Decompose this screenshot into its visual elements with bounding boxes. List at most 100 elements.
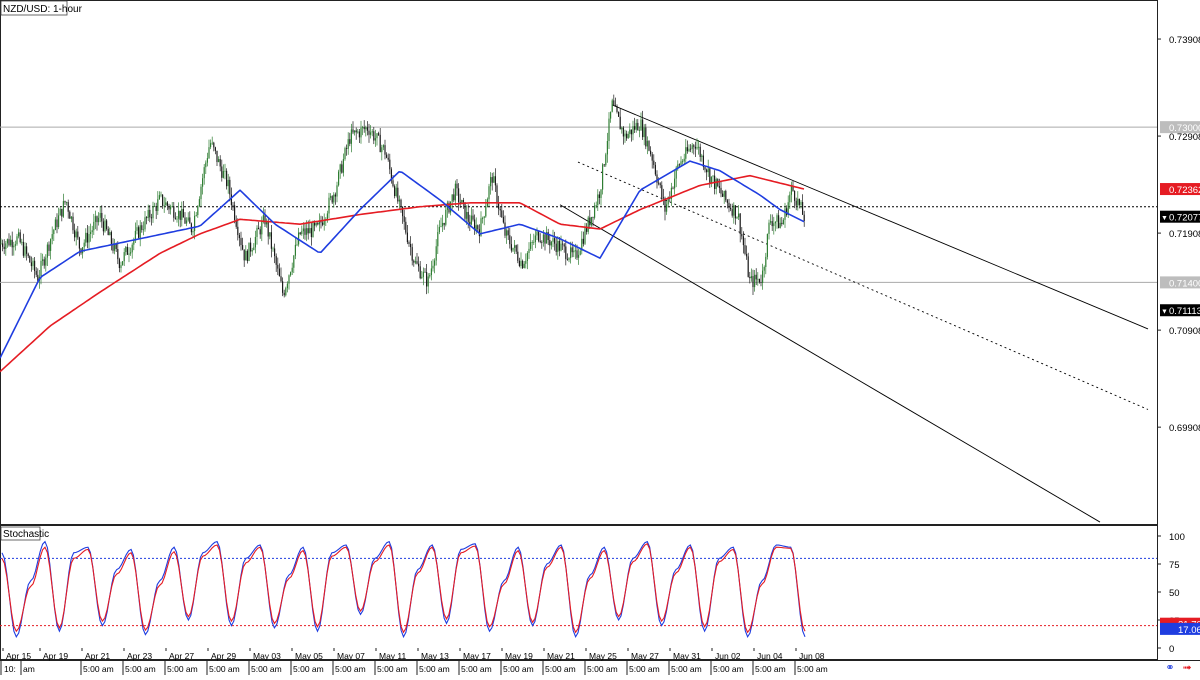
candle-bull xyxy=(733,205,735,216)
candle-bull xyxy=(362,127,364,128)
x-time-label: 5:00 am xyxy=(587,664,618,674)
candle-bull xyxy=(62,201,64,217)
candle-bull xyxy=(595,205,597,207)
candle-bear xyxy=(419,266,421,279)
candle-bull xyxy=(435,246,437,261)
candle-bear xyxy=(686,147,688,152)
candle-bull xyxy=(24,246,26,256)
candle-bull xyxy=(58,215,60,228)
candle-bear xyxy=(795,200,797,206)
candle-bear xyxy=(221,166,223,178)
candle-bear xyxy=(702,155,704,168)
candle-bull xyxy=(133,239,135,245)
candle-bull xyxy=(546,232,548,244)
candle-bear xyxy=(752,276,754,288)
indicator-y-tick-label: 75 xyxy=(1169,560,1180,571)
candle-bull xyxy=(224,170,226,172)
candle-bear xyxy=(72,216,74,231)
x-time-label: 5:00 am xyxy=(755,664,786,674)
link-icon[interactable]: ⚭ xyxy=(1165,661,1175,674)
candle-bear xyxy=(477,225,479,230)
candle-bear xyxy=(74,230,76,238)
candle-bear xyxy=(232,205,234,206)
candle-bear xyxy=(349,139,351,144)
candle-bull xyxy=(176,218,178,220)
candle-bull xyxy=(606,141,608,155)
candle-bull xyxy=(170,206,172,210)
candle-bull xyxy=(251,250,253,252)
x-time-label: 5:00 am xyxy=(545,664,576,674)
candle-bull xyxy=(782,219,784,225)
candle-bull xyxy=(568,258,570,260)
candle-bull xyxy=(203,167,205,179)
descending-channel-line xyxy=(611,104,1149,330)
candle-bear xyxy=(464,202,466,219)
candle-bull xyxy=(570,247,572,259)
candle-bull xyxy=(157,199,159,212)
candle-bear xyxy=(117,249,119,260)
candle-bull xyxy=(776,215,778,222)
y-tick-label: 0.70908 xyxy=(1169,326,1200,337)
stochastic-value-text: 17.06 xyxy=(1178,625,1200,636)
price-label-level xyxy=(1160,276,1200,289)
candle-bull xyxy=(710,176,712,183)
candle-bear xyxy=(138,227,140,238)
candle-bull xyxy=(381,147,383,153)
candle-bear xyxy=(27,253,29,257)
candle-bull xyxy=(485,207,487,217)
x-date-label: May 03 xyxy=(253,651,281,661)
candle-bear xyxy=(650,150,652,155)
x-date-label: May 13 xyxy=(421,651,449,661)
price-label-current xyxy=(1160,304,1200,317)
y-tick-label: 0.69908 xyxy=(1169,423,1200,434)
candle-bull xyxy=(590,216,592,226)
candle-bull xyxy=(339,164,341,172)
candle-bull xyxy=(326,213,328,219)
candle-bear xyxy=(699,146,701,157)
candle-bull xyxy=(5,243,7,249)
candle-bull xyxy=(85,232,87,243)
candle-bear xyxy=(496,185,498,204)
candle-bear xyxy=(102,221,104,232)
candle-bear xyxy=(230,194,232,206)
candle-bear xyxy=(78,237,80,249)
candle-bull xyxy=(629,129,631,134)
candle-bear xyxy=(226,170,228,187)
candle-bull xyxy=(109,232,111,236)
candle-bull xyxy=(245,250,247,261)
x-time-label: 5:00 am xyxy=(377,664,408,674)
candle-bear xyxy=(363,127,365,130)
candle-bull xyxy=(779,222,781,229)
close-arrow-icon[interactable]: ➟ xyxy=(1182,661,1192,674)
candle-bull xyxy=(262,215,264,222)
candle-bear xyxy=(162,194,164,206)
candle-bull xyxy=(6,239,8,244)
candle-bear xyxy=(474,219,476,231)
candle-bear xyxy=(744,245,746,254)
y-tick-label: 0.73908 xyxy=(1169,35,1200,46)
candle-bull xyxy=(574,250,576,252)
x-time-label: 5:00 am xyxy=(83,664,114,674)
candle-bull xyxy=(640,119,642,131)
x-time-label: 5:00 am xyxy=(671,664,702,674)
candle-bear xyxy=(459,202,461,203)
x-time-label: 5:00 am xyxy=(797,664,828,674)
candle-bull xyxy=(451,194,453,202)
candle-bear xyxy=(549,240,551,246)
candle-bull xyxy=(360,127,362,138)
candle-bull xyxy=(421,276,423,279)
indicator-title-box xyxy=(0,526,41,541)
candle-bear xyxy=(259,229,261,235)
candle-bear xyxy=(149,209,151,218)
y-tick-label: 0.72908 xyxy=(1169,132,1200,143)
candle-bull xyxy=(560,243,562,251)
candle-bull xyxy=(627,133,629,139)
candle-bear xyxy=(458,188,460,203)
candle-bear xyxy=(112,244,114,251)
candle-bull xyxy=(93,221,95,231)
x-date-label: Apr 29 xyxy=(211,651,236,661)
candle-bull xyxy=(422,271,424,277)
candle-bear xyxy=(243,249,245,261)
candle-bear xyxy=(118,259,120,269)
